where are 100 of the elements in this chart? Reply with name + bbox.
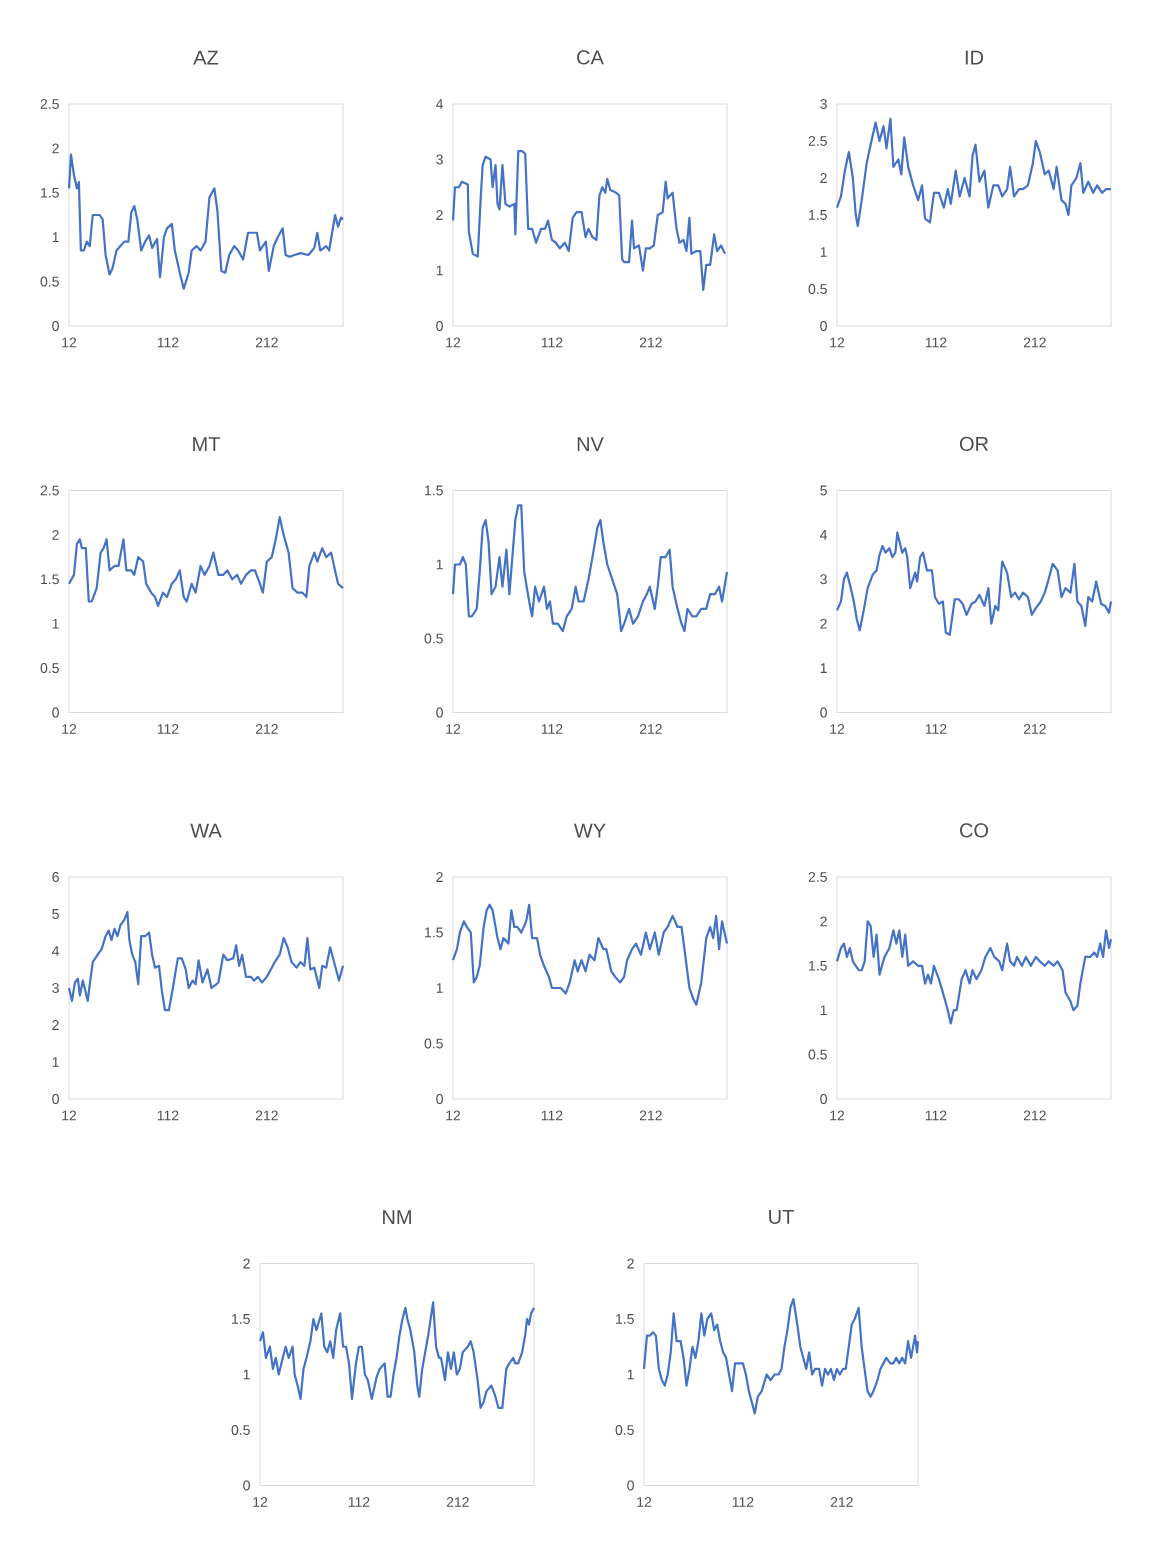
y-tick-label: 2 [52, 1020, 59, 1030]
y-tick-label: 1.5 [616, 1314, 634, 1324]
y-tick-label: 4 [51, 946, 60, 956]
chart-title: NV [577, 437, 604, 451]
x-tick-label: 112 [541, 1110, 563, 1121]
y-tick-label: 5 [52, 909, 59, 919]
y-tick-label: 3 [436, 154, 443, 165]
x-tick-label: 212 [255, 724, 278, 734]
y-tick-label: 0 [436, 707, 443, 718]
chart-title: WA [190, 823, 222, 838]
y-tick-label: 2 [52, 529, 59, 540]
y-tick-label: 1.5 [232, 1314, 250, 1324]
y-tick-label: 1 [436, 559, 443, 570]
y-tick-label: 0 [627, 1480, 634, 1491]
y-tick-label: 0 [436, 1094, 443, 1104]
line-series [835, 531, 1113, 636]
y-tick-label: 2.5 [808, 136, 827, 146]
y-tick-label: 4 [435, 99, 444, 109]
y-tick-label: 2.5 [808, 872, 827, 882]
line-series [258, 1301, 536, 1409]
y-tick-label: 2 [627, 1258, 634, 1269]
y-tick-label: 2 [436, 872, 443, 882]
y-tick-label: 0.5 [424, 1038, 443, 1049]
x-tick-label: 12 [830, 724, 845, 734]
y-tick-label: 0 [52, 1094, 59, 1104]
x-tick-label: 212 [639, 1110, 662, 1121]
x-tick-label: 112 [732, 1497, 754, 1507]
y-tick-label: 0 [820, 321, 827, 331]
x-tick-label: 112 [925, 1110, 947, 1121]
y-tick-label: 1 [52, 618, 59, 629]
x-tick-label: 12 [446, 1110, 461, 1121]
x-tick-label: 12 [62, 337, 77, 348]
y-tick-label: 1 [436, 265, 443, 276]
y-tick-label: 0.5 [40, 276, 59, 287]
y-tick-label: 1.5 [425, 485, 443, 496]
y-tick-label: 0.5 [808, 284, 827, 294]
chart-title: ID [965, 50, 984, 65]
y-tick-label: 0 [820, 707, 827, 718]
y-tick-label: 1 [627, 1369, 634, 1380]
y-tick-label: 5 [820, 485, 827, 496]
x-tick-label: 12 [253, 1497, 268, 1507]
line-series [835, 920, 1113, 1025]
y-tick-label: 3 [820, 574, 827, 585]
y-tick-label: 0 [52, 707, 59, 718]
x-tick-label: 212 [255, 337, 278, 348]
line-series [67, 516, 345, 608]
x-tick-label: 212 [255, 1110, 278, 1121]
x-tick-label: 212 [1023, 1110, 1046, 1121]
x-tick-label: 12 [62, 1110, 77, 1121]
y-tick-label: 0 [243, 1480, 250, 1491]
y-tick-label: 2.5 [40, 99, 59, 109]
y-tick-label: 2 [436, 210, 443, 220]
x-tick-label: 212 [1023, 724, 1046, 734]
x-tick-label: 12 [62, 724, 77, 734]
x-tick-label: 112 [925, 724, 947, 734]
chart-title: UT [769, 1210, 794, 1224]
chart-title: CA [577, 50, 604, 65]
x-tick-label: 212 [639, 337, 662, 348]
y-tick-label: 1 [243, 1369, 250, 1380]
y-tick-label: 0.5 [615, 1425, 634, 1435]
line-series [67, 911, 345, 1012]
x-tick-label: 112 [157, 724, 179, 734]
x-tick-label: 112 [925, 337, 947, 348]
x-tick-label: 212 [639, 724, 662, 734]
x-tick-label: 12 [637, 1497, 652, 1507]
y-tick-label: 2 [820, 916, 827, 927]
x-tick-label: 12 [446, 724, 461, 734]
y-tick-label: 2.5 [40, 485, 59, 496]
y-tick-label: 1 [820, 247, 827, 257]
y-tick-label: 2 [243, 1258, 250, 1269]
x-tick-label: 12 [830, 337, 845, 348]
x-tick-label: 212 [830, 1497, 853, 1507]
chart-title: AZ [193, 50, 219, 65]
x-tick-label: 12 [830, 1110, 845, 1121]
x-tick-label: 212 [1023, 337, 1046, 348]
x-tick-label: 112 [157, 1110, 179, 1121]
y-tick-label: 3 [820, 99, 827, 109]
y-tick-label: 1 [52, 1057, 59, 1067]
y-tick-label: 2 [820, 618, 827, 629]
y-tick-label: 0.5 [808, 1049, 827, 1060]
y-tick-label: 0.5 [424, 633, 443, 644]
line-series [835, 117, 1113, 228]
y-tick-label: 0 [436, 321, 443, 331]
y-tick-label: 1.5 [425, 927, 443, 938]
y-tick-label: 1.5 [41, 574, 59, 585]
x-tick-label: 112 [541, 724, 563, 734]
y-tick-label: 1.5 [41, 187, 59, 198]
y-tick-label: 0 [52, 321, 59, 331]
x-tick-label: 212 [446, 1497, 469, 1507]
x-tick-label: 112 [348, 1497, 370, 1507]
y-tick-label: 6 [52, 872, 59, 882]
y-tick-label: 1.5 [809, 960, 827, 971]
y-tick-label: 0 [820, 1094, 827, 1104]
x-tick-label: 112 [541, 337, 563, 348]
y-tick-label: 4 [820, 530, 828, 540]
y-tick-label: 2 [820, 173, 827, 183]
chart-title: CO [960, 823, 989, 838]
y-tick-label: 1.5 [809, 210, 827, 220]
chart-title: OR [959, 436, 989, 451]
x-tick-label: 12 [446, 337, 461, 348]
